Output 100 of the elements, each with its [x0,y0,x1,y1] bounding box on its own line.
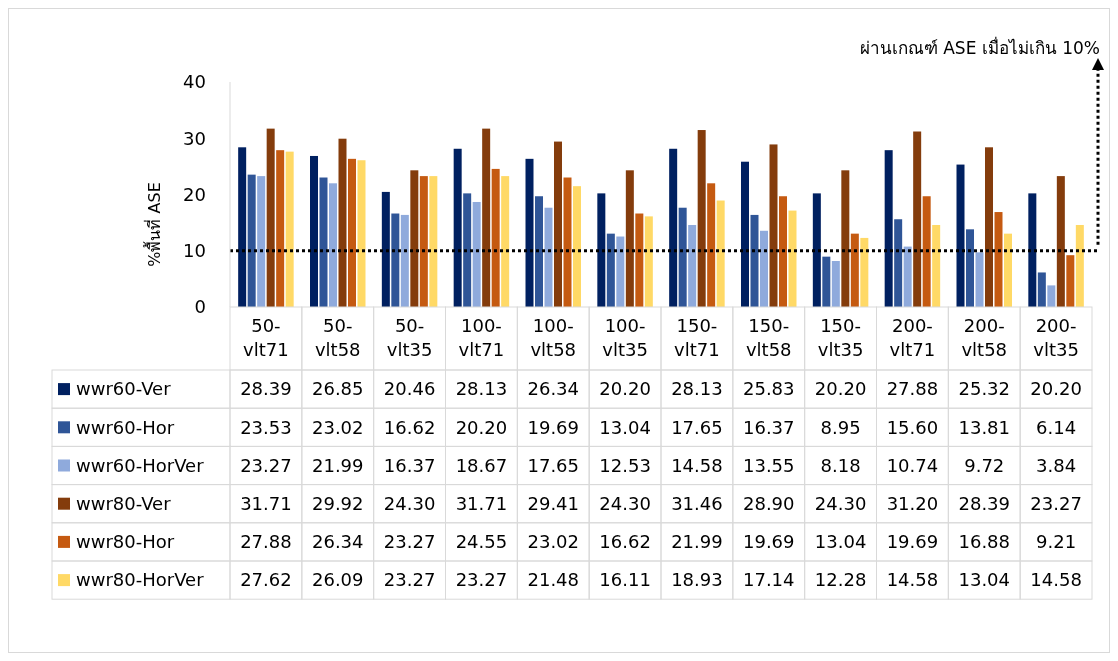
bar [429,176,438,307]
bar [329,183,337,307]
bar [453,148,462,307]
bar [1037,272,1046,307]
data-label: 25.83 [742,378,795,400]
data-label: 23.27 [1030,493,1082,514]
x-tick-label: 150-vlt71 [674,315,720,360]
legend-label: wwr80-Ver [76,493,172,514]
data-label: 31.71 [240,493,292,514]
data-label: 14.58 [671,454,723,476]
data-label: 24.30 [383,493,436,514]
data-label: 23.27 [383,569,436,591]
data-label: 26.09 [311,569,364,591]
bar [410,170,419,307]
bar [678,207,687,307]
bar [319,177,328,307]
data-label: 20.20 [1030,378,1082,400]
bar [822,256,831,307]
bar [1047,285,1056,307]
data-label: 12.53 [599,454,651,476]
legend-label: wwr60-Ver [76,378,172,400]
data-label: 13.04 [814,531,867,553]
data-label: 20.20 [455,416,508,438]
data-label: 25.32 [958,378,1011,400]
legend-label: wwr60-HorVer [76,454,205,476]
bar [400,214,409,307]
data-label: 15.60 [886,416,939,438]
data-label: 17.14 [742,569,795,591]
data-label: 19.69 [527,416,580,438]
data-label: 31.46 [671,493,723,514]
bar [779,196,787,307]
data-label: 27.88 [240,531,292,553]
bar [348,158,356,307]
y-tick-label: 30 [183,127,206,149]
bar [338,138,347,307]
legend-label: wwr80-HorVer [76,569,205,591]
bar [563,177,572,307]
bar [932,224,941,307]
bar [482,128,491,307]
bar [1066,255,1075,307]
data-label: 23.27 [240,454,292,476]
bar [616,236,625,307]
data-label: 29.92 [311,493,364,514]
bar [841,170,850,307]
y-tick-label: 0 [194,296,206,318]
data-label: 21.99 [311,454,364,476]
data-label: 10.74 [886,454,939,476]
data-label: 12.28 [814,569,867,591]
y-tick-label: 20 [183,183,206,205]
data-label: 23.53 [240,416,292,438]
bar [597,193,606,307]
y-tick-label: 40 [183,71,206,93]
x-tick-label: 150-vlt58 [745,315,792,360]
bar [716,200,725,307]
bar [644,216,653,307]
data-label: 28.39 [958,493,1011,514]
bar [472,201,481,307]
bar [688,224,697,307]
data-label: 21.48 [527,569,580,591]
data-label: 3.84 [1036,454,1077,476]
data-label: 24.55 [455,531,508,553]
x-tick-label: 200-vlt35 [1033,315,1079,360]
data-label: 13.04 [958,569,1011,591]
legend-label: wwr60-Hor [76,416,175,438]
bar [606,233,615,307]
bar [276,150,285,307]
bar [266,128,275,307]
data-label: 14.58 [886,569,939,591]
data-label: 18.93 [671,569,723,591]
bar [625,170,634,307]
x-tick-label: 200-vlt71 [889,315,936,360]
x-tick-label: 200-vlt58 [961,315,1008,360]
data-label: 27.88 [886,378,939,400]
bar [985,147,993,307]
x-tick-label: 150-vlt35 [817,315,864,360]
text: ผ่านเกณฑ์ ASE เมื่อไม่เกิน 10% [859,36,1100,58]
bar [975,252,984,307]
bar [860,237,869,307]
bar [310,155,318,307]
bar [669,148,678,307]
bar [769,144,778,307]
bar [966,229,974,307]
data-label: 28.90 [742,493,795,514]
data-label: 28.13 [455,378,508,400]
bar [1004,233,1012,307]
data-label: 23.27 [383,531,436,553]
data-label: 24.30 [599,493,651,514]
data-label: 6.14 [1036,416,1077,438]
data-label: 9.72 [964,454,1005,476]
y-tick-label: 10 [183,240,206,262]
bar [535,196,543,307]
bar [554,141,562,307]
data-label: 26.34 [311,531,364,553]
data-label: 13.55 [742,454,795,476]
bar [913,131,922,307]
bar [760,230,768,307]
data-label: 13.81 [958,416,1011,438]
data-label: 8.18 [820,454,861,476]
data-label: 26.34 [527,378,580,400]
bar [831,260,840,307]
